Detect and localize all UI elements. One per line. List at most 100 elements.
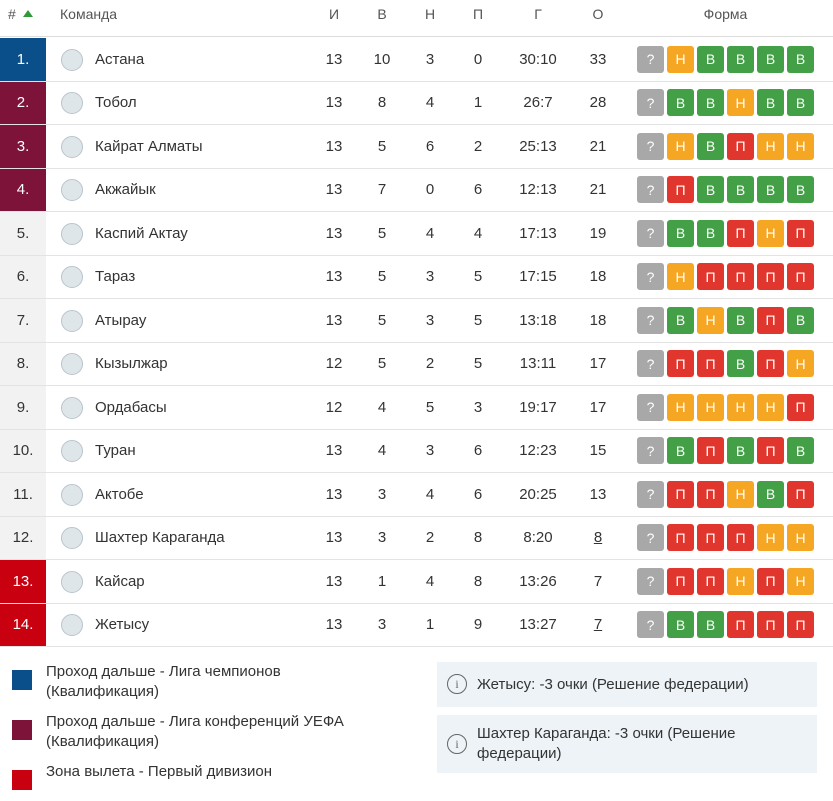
team-name: Тараз [95, 268, 136, 286]
form-badge: В [697, 89, 724, 117]
form-badge: ? [637, 306, 664, 334]
stat-goals: 12:23 [519, 442, 557, 460]
rank-cell: 14. [0, 603, 46, 646]
team-name: Актобе [95, 485, 144, 503]
form-badge: ? [637, 45, 664, 73]
form-badge: ? [637, 437, 664, 465]
header-d: Н [424, 6, 436, 22]
stat-w: 4 [377, 442, 387, 460]
header-p: И [328, 6, 340, 22]
stat-goals: 25:13 [519, 137, 557, 155]
stat-w: 5 [377, 355, 387, 373]
stat-goals: 13:18 [519, 311, 557, 329]
header-pts: О [592, 6, 604, 22]
team-logo [61, 570, 83, 593]
header-goals: Г [534, 6, 542, 22]
stat-l: 6 [473, 181, 483, 199]
form-badge: П [787, 263, 814, 291]
stat-w: 3 [377, 485, 387, 503]
form-badge: П [727, 611, 754, 639]
team-logo [61, 266, 83, 289]
info-icon: i [447, 674, 467, 694]
stat-d: 3 [425, 311, 435, 329]
stat-p: 12 [325, 355, 343, 373]
legend-text: Зона вылета - Первый дивизион [46, 763, 273, 780]
team-name: Атырау [95, 311, 147, 329]
stat-pts: 21 [589, 137, 607, 155]
rank-cell: 11. [0, 473, 46, 516]
form-badge: Н [667, 263, 694, 291]
form-badge: В [757, 45, 784, 73]
sort-arrow [23, 10, 33, 17]
team-name: Ордабасы [95, 398, 167, 416]
team-logo [61, 92, 83, 115]
legend-text: Проход дальше - Лига конференций УЕФА (К… [46, 713, 344, 750]
stat-w: 5 [377, 268, 387, 286]
form-badge: П [757, 611, 784, 639]
form-badge: Н [757, 524, 784, 552]
stat-l: 5 [473, 311, 483, 329]
form-badge: Н [757, 132, 784, 160]
form-badge: В [697, 219, 724, 247]
stat-w: 8 [377, 94, 387, 112]
form-badge: В [667, 306, 694, 334]
form-badge: В [697, 132, 724, 160]
stat-goals: 30:10 [519, 50, 557, 68]
stat-goals: 26:7 [523, 94, 553, 112]
form-badge: Н [697, 393, 724, 421]
rank-cell: 12. [0, 516, 46, 559]
stat-w: 7 [377, 181, 387, 199]
team-logo [61, 135, 83, 158]
form-badge: П [787, 219, 814, 247]
stat-pts: 21 [589, 181, 607, 199]
form-badge: Н [667, 45, 694, 73]
form-badge: П [697, 263, 724, 291]
form-badge: Н [757, 219, 784, 247]
stat-l: 1 [473, 94, 483, 112]
stat-pts: 15 [589, 442, 607, 460]
stat-goals: 20:25 [519, 485, 557, 503]
form-badge: П [757, 306, 784, 334]
stat-p: 13 [325, 616, 343, 634]
team-name: Кайсар [95, 572, 145, 590]
form-badge: П [727, 263, 754, 291]
form-badge: П [667, 350, 694, 378]
form-badge: П [697, 524, 724, 552]
team-logo [61, 222, 83, 245]
form-badge: П [787, 611, 814, 639]
form-badge: В [667, 89, 694, 117]
form-badge: П [667, 524, 694, 552]
table-row: 14. Жетысу 13 3 1 9 13:27 7? В В П П П [0, 603, 833, 647]
stat-goals: 13:27 [519, 616, 557, 634]
header-w: В [377, 6, 387, 22]
team-logo [61, 483, 83, 506]
stat-p: 13 [325, 311, 343, 329]
stat-d: 5 [425, 398, 435, 416]
form-badge: Н [667, 393, 694, 421]
stat-pts: 28 [589, 94, 607, 112]
stat-w: 3 [377, 616, 387, 634]
table-row: 1. Астана 13 10 3 0 30:10 33? Н В В В В [0, 38, 833, 82]
form-badge: ? [637, 350, 664, 378]
stat-d: 1 [425, 616, 435, 634]
form-badge: П [697, 480, 724, 508]
form-badge: В [727, 45, 754, 73]
stat-p: 13 [325, 137, 343, 155]
form-badge: П [757, 437, 784, 465]
stat-pts: 33 [589, 50, 607, 68]
stat-d: 6 [425, 137, 435, 155]
form-badge: В [727, 176, 754, 204]
stat-d: 4 [425, 572, 435, 590]
form-badge: В [667, 219, 694, 247]
table-row: 3. Кайрат Алматы 13 5 6 2 25:13 21? Н В П Н Н [0, 125, 833, 169]
stat-p: 13 [325, 181, 343, 199]
stat-l: 5 [473, 268, 483, 286]
team-name: Каспий Актау [95, 224, 188, 242]
form-badge: Н [787, 350, 814, 378]
form-badge: В [667, 437, 694, 465]
stat-w: 5 [377, 311, 387, 329]
form-badge: Н [727, 89, 754, 117]
form-badge: ? [637, 263, 664, 291]
stat-p: 13 [325, 529, 343, 547]
